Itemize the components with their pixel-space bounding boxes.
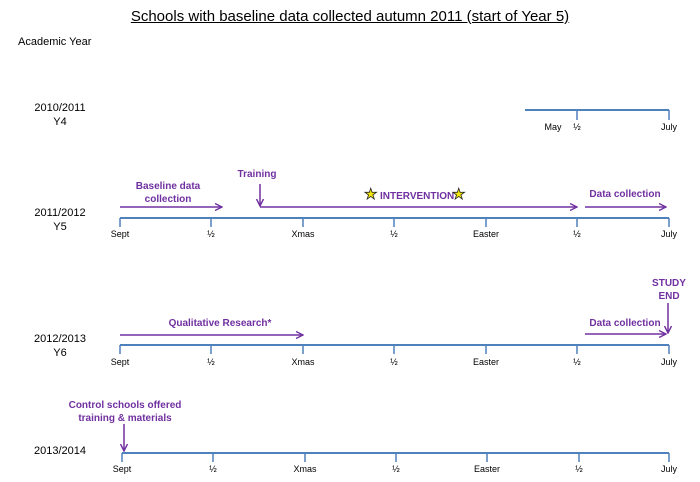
data-collection-label-y6: Data collection xyxy=(589,318,661,329)
tick-label: Xmas xyxy=(291,357,315,367)
tick-label: ½ xyxy=(575,464,583,474)
training-label: Training xyxy=(237,169,277,180)
timeline-row-2013: Sept ½ Xmas ½ Easter ½ July xyxy=(113,424,678,474)
year-group-text: Y4 xyxy=(53,116,67,128)
tick-label: ½ xyxy=(573,357,581,367)
axis-header: Academic Year xyxy=(18,36,92,48)
year-text: 2011/2012 xyxy=(34,207,86,219)
tick-label: ½ xyxy=(207,357,215,367)
year-label-2013: 2013/2014 xyxy=(20,444,100,458)
chart-title: Schools with baseline data collected aut… xyxy=(130,8,570,25)
intervention-label: INTERVENTION xyxy=(380,191,455,202)
timeline-row-2010: May ½ July xyxy=(525,109,678,132)
control-schools-label: Control schools offered training & mater… xyxy=(68,400,182,424)
tick-label: ½ xyxy=(392,464,400,474)
year-group-text: Y6 xyxy=(53,347,67,359)
star-icon: ★ xyxy=(452,186,466,203)
study-end-label: STUDY END xyxy=(652,278,686,302)
tick-label: July xyxy=(661,464,678,474)
tick-label: ½ xyxy=(573,229,581,239)
year-group-text: Y5 xyxy=(53,221,67,233)
year-label-2011: 2011/2012 Y5 xyxy=(20,206,100,234)
tick-label: Easter xyxy=(473,357,499,367)
year-label-2010: 2010/2011 Y4 xyxy=(20,101,100,129)
tick-label: July xyxy=(661,122,678,132)
tick-label: July xyxy=(661,229,678,239)
tick-label: ½ xyxy=(209,464,217,474)
year-text: 2012/2013 xyxy=(34,333,86,345)
tick-label: May xyxy=(544,122,562,132)
tick-label: Sept xyxy=(113,464,132,474)
tick-label: ½ xyxy=(573,122,581,132)
timeline-row-2011: Sept ½ Xmas ½ Easter ½ July xyxy=(111,184,678,239)
year-label-2012: 2012/2013 Y6 xyxy=(20,332,100,360)
star-icon: ★ xyxy=(364,186,378,203)
tick-label: Sept xyxy=(111,229,130,239)
tick-label: ½ xyxy=(390,357,398,367)
tick-label: Sept xyxy=(111,357,130,367)
tick-label: Easter xyxy=(474,464,500,474)
baseline-label: Baseline data collection xyxy=(135,181,201,205)
tick-label: Xmas xyxy=(291,229,315,239)
tick-label: Xmas xyxy=(293,464,317,474)
tick-label: Easter xyxy=(473,229,499,239)
year-text: 2010/2011 xyxy=(34,102,86,114)
data-collection-label-y5: Data collection xyxy=(589,189,661,200)
year-text: 2013/2014 xyxy=(34,445,86,457)
timeline-row-2012: Sept ½ Xmas ½ Easter ½ July xyxy=(111,303,678,367)
tick-label: ½ xyxy=(390,229,398,239)
tick-label: July xyxy=(661,357,678,367)
tick-label: ½ xyxy=(207,229,215,239)
qualitative-research-label: Qualitative Research* xyxy=(168,318,272,329)
